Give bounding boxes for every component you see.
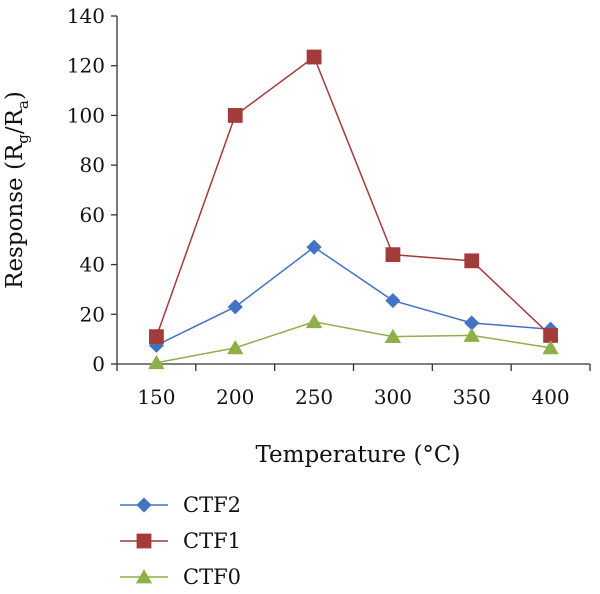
series-layer xyxy=(148,49,559,370)
y-tick-label: 20 xyxy=(80,302,105,326)
series-ctf1 xyxy=(149,49,558,345)
data-point xyxy=(148,354,165,370)
data-point xyxy=(306,49,322,65)
y-tick-label: 80 xyxy=(80,153,105,177)
x-axis-title: Temperature (°C) xyxy=(255,442,460,468)
x-tick-label: 250 xyxy=(295,385,333,409)
y-axis-title: Response (Rg/Ra) xyxy=(2,91,32,289)
series-ctf2 xyxy=(148,239,559,353)
data-point xyxy=(463,327,480,342)
legend-marker xyxy=(136,533,152,549)
legend-item: CTF1 xyxy=(120,529,241,553)
legend-marker xyxy=(136,497,152,513)
data-point xyxy=(227,299,243,315)
data-point xyxy=(385,247,401,263)
x-axis-ticks: 150 200 250 300 350 400 xyxy=(116,364,591,409)
legend-label: CTF2 xyxy=(183,493,241,517)
y-tick-label: 0 xyxy=(92,352,105,376)
legend-item: CTF2 xyxy=(120,493,241,517)
y-tick-label: 120 xyxy=(67,54,105,78)
data-point xyxy=(384,328,402,344)
axes xyxy=(116,16,590,365)
x-tick-label: 150 xyxy=(137,385,175,409)
y-tick-label: 40 xyxy=(80,253,105,277)
x-tick-label: 400 xyxy=(531,385,569,409)
x-tick-label: 300 xyxy=(374,385,412,409)
legend-label: CTF0 xyxy=(183,565,241,589)
series-line xyxy=(155,55,552,337)
data-point xyxy=(305,313,323,329)
series-line xyxy=(156,320,551,364)
y-axis-ticks: 0 20 40 60 80 100 120 140 xyxy=(67,4,117,376)
data-point xyxy=(542,340,559,355)
x-tick-label: 200 xyxy=(216,385,254,409)
x-tick-label: 350 xyxy=(453,385,491,409)
legend: CTF2 CTF1 CTF0 xyxy=(120,493,241,589)
series-ctf0 xyxy=(148,313,559,370)
legend-label: CTF1 xyxy=(183,529,241,553)
data-point xyxy=(227,340,244,355)
y-tick-label: 60 xyxy=(80,203,105,227)
legend-marker xyxy=(135,569,153,584)
y-tick-label: 100 xyxy=(67,103,105,127)
data-point xyxy=(306,239,322,255)
legend-item: CTF0 xyxy=(120,565,241,589)
data-point xyxy=(227,108,243,123)
y-tick-label: 140 xyxy=(67,4,105,28)
series-line xyxy=(156,246,551,347)
data-point xyxy=(385,293,401,309)
data-point xyxy=(149,329,164,345)
data-point xyxy=(464,253,480,269)
